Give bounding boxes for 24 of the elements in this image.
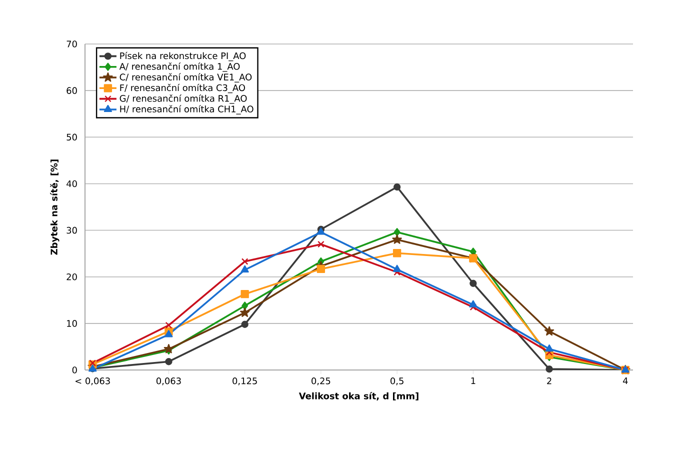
y-tick-label: 70 bbox=[66, 40, 77, 48]
y-tick-label: 20 bbox=[66, 273, 77, 280]
x-tick-label: 2 bbox=[547, 378, 552, 384]
x-tick-label: 0,063 bbox=[156, 378, 181, 386]
x-tick-label: 0,25 bbox=[312, 378, 330, 386]
y-tick-label: 10 bbox=[67, 320, 77, 327]
x-tick-label: 1 bbox=[471, 378, 476, 384]
legend-label: F/ renesanční omítka C3_AO bbox=[120, 84, 245, 94]
x-tick-label: 0,5 bbox=[390, 378, 404, 386]
legend-label: C/ renesanční omítka VE1_AO bbox=[120, 73, 252, 82]
y-tick-label: 40 bbox=[66, 180, 77, 188]
x-tick-label: < 0,063 bbox=[76, 378, 110, 386]
legend-label: Písek na rekonstrukce PI_AO bbox=[120, 52, 246, 62]
x-tick-label: 0,125 bbox=[232, 378, 257, 386]
legend-label: A/ renesanční omítka 1_AO bbox=[119, 62, 240, 72]
x-axis-title: Velikost oka sít, d [mm] bbox=[298, 392, 418, 400]
y-axis-title: Zbytek na sítě, [%] bbox=[50, 160, 60, 255]
legend-label: H/ renesanční omítka CH1_AO bbox=[120, 105, 254, 114]
legend-label: G/ renesanční omítka R1_AO bbox=[120, 94, 247, 104]
y-tick-label: 60 bbox=[66, 87, 77, 94]
y-tick-label: 50 bbox=[66, 134, 77, 141]
y-tick-label: 30 bbox=[66, 226, 77, 234]
x-tick-label: 4 bbox=[622, 378, 628, 384]
y-tick-label: 0 bbox=[72, 366, 77, 374]
